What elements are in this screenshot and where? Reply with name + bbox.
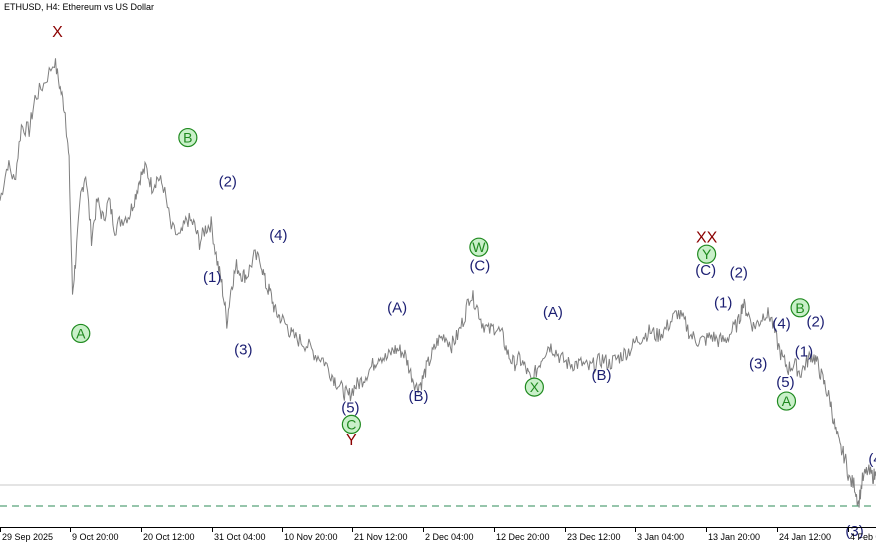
wave-label-navy: (2) [219, 173, 237, 190]
wave-label-text: C [346, 416, 356, 432]
wave-label-text: (2) [730, 264, 748, 281]
x-tick-label: 20 Oct 12:00 [143, 532, 195, 542]
wave-label-navy: (1) [795, 344, 813, 361]
wave-label-navy: (B) [409, 388, 429, 405]
wave-label-layer: XAB(2)(1)(4)(3)(A)(5)CY(B)W(C)(A)X(B)XXY… [52, 24, 876, 540]
wave-label-text: W [472, 239, 486, 255]
wave-label-text: XX [696, 229, 718, 246]
wave-label-circle [469, 237, 489, 257]
wave-label-text: (1) [795, 344, 813, 361]
wave-label-circle [697, 244, 717, 264]
wave-label-text: (B) [592, 367, 612, 384]
wave-label-circle: A [71, 323, 91, 344]
wave-label-navy: (B) [592, 367, 612, 384]
wave-label-text: B [795, 300, 804, 316]
wave-label-navy: (A) [387, 299, 407, 316]
wave-label-text: (4) [269, 227, 287, 244]
wave-label-text: X [52, 24, 63, 41]
wave-label-text: Y [346, 432, 357, 449]
wave-label-circle [524, 377, 544, 397]
wave-label-navy: (4) [269, 227, 287, 244]
wave-label-text: (2) [806, 313, 824, 330]
wave-label-navy: (A) [543, 304, 563, 321]
wave-label-navy: (1) [203, 269, 221, 286]
x-tick-label: 23 Dec 12:00 [567, 532, 621, 542]
wave-label-navy: (C) [695, 262, 716, 279]
wave-label-text: X [530, 379, 540, 395]
wave-label-text: (A) [543, 304, 563, 321]
wave-label-navy: (4 [868, 451, 876, 468]
wave-label-text: (4) [772, 316, 790, 333]
wave-label-text: (3) [749, 355, 767, 372]
wave-label-text: B [183, 130, 192, 146]
wave-label-navy: (5) [341, 400, 359, 417]
wave-label-text: (5) [776, 374, 794, 391]
wave-label-text: (1) [714, 295, 732, 312]
wave-label-circle [341, 414, 361, 434]
x-tick-label: 4 Feb 0 [850, 532, 876, 542]
wave-label-text: (4 [868, 451, 876, 468]
wave-label-text: (5) [341, 400, 359, 417]
wave-label-circle [790, 298, 810, 318]
wave-label-navy: (1) [714, 295, 732, 312]
chart-title: ETHUSD, H4: Ethereum vs US Dollar [4, 2, 155, 12]
wave-label-navy: (C) [469, 257, 490, 274]
x-tick-label: 29 Sep 2025 [2, 532, 53, 542]
wave-label-red: XX [696, 229, 718, 246]
x-tick-label: 21 Nov 12:00 [354, 532, 408, 542]
wave-label-navy: (2) [730, 264, 748, 281]
wave-label-circle: X [524, 377, 544, 397]
wave-label-circle: B [178, 127, 198, 148]
wave-label-circle: W [469, 237, 489, 257]
x-tick-label: 13 Jan 20:00 [708, 532, 760, 542]
x-axis-ticks: 29 Sep 2025 9 Oct 20:00 20 Oct 12:00 31 Oct… [0, 527, 876, 542]
x-tick-label: 12 Dec 20:00 [496, 532, 550, 542]
wave-label-navy: (3) [749, 355, 767, 372]
wave-label-circle: B [790, 298, 810, 318]
wave-label-text: A [782, 393, 792, 409]
wave-label-circle: C [341, 414, 361, 434]
wave-label-text: (C) [469, 257, 490, 274]
wave-label-text: A [76, 325, 86, 341]
wave-label-circle [776, 391, 797, 411]
wave-label-navy: (4) [772, 316, 790, 333]
wave-label-text: (C) [695, 262, 716, 279]
wave-label-text: (1) [203, 269, 221, 286]
x-tick-label: 31 Oct 04:00 [214, 532, 266, 542]
wave-label-navy: (2) [806, 313, 824, 330]
x-tick-label: 2 Dec 04:00 [425, 532, 474, 542]
wave-label-circle: A [776, 391, 797, 411]
price-series-line [0, 58, 876, 508]
wave-label-red: X [52, 24, 63, 41]
wave-label-text: (A) [387, 299, 407, 316]
wave-label-red: Y [346, 432, 357, 449]
x-tick-label: 3 Jan 04:00 [637, 532, 684, 542]
wave-label-text: (3) [234, 341, 252, 358]
wave-label-circle [178, 127, 198, 148]
wave-label-circle [71, 323, 91, 344]
wave-label-navy: (3) [234, 341, 252, 358]
wave-label-text: (B) [409, 388, 429, 405]
wave-label-text: Y [702, 246, 712, 262]
wave-label-circle: Y [697, 244, 717, 264]
x-tick-label: 10 Nov 20:00 [284, 532, 338, 542]
wave-label-text: (2) [219, 173, 237, 190]
wave-label-navy: (5) [776, 374, 794, 391]
x-tick-label: 24 Jan 12:00 [779, 532, 831, 542]
x-tick-label: 9 Oct 20:00 [72, 532, 119, 542]
